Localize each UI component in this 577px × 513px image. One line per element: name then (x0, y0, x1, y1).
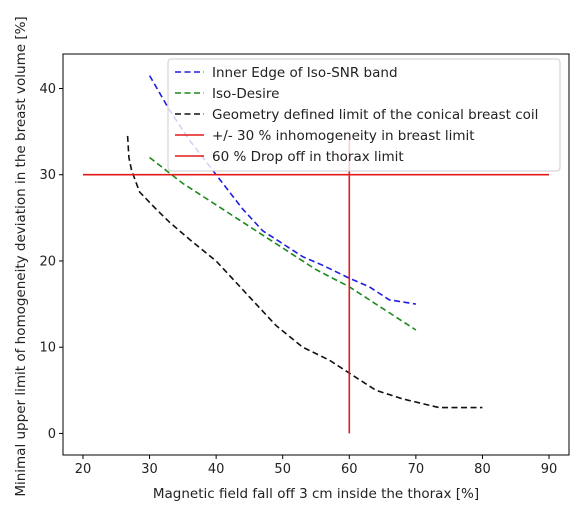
y-tick-label: 20 (39, 254, 56, 269)
plot-frame (62, 53, 570, 456)
legend-label: 60 % Drop off in thorax limit (212, 149, 404, 165)
y-axis-ticks: 0 10 20 30 40 (39, 82, 63, 442)
x-tick-label: 60 (341, 462, 358, 477)
x-axis-label: Magnetic field fall off 3 cm inside the … (153, 486, 479, 502)
x-tick-label: 90 (541, 462, 558, 477)
y-axis-label: Minimal upper limit of homogeneity devia… (13, 16, 29, 496)
x-tick-label: 30 (141, 462, 158, 477)
legend-label: Inner Edge of Iso-SNR band (212, 65, 398, 81)
x-tick-label: 70 (408, 462, 425, 477)
x-axis-ticks: 20 30 40 50 60 70 80 90 (75, 455, 558, 477)
series-layer (83, 75, 549, 434)
x-tick-label: 20 (75, 462, 92, 477)
legend: Inner Edge of Iso-SNR band Iso-Desire Geom… (167, 58, 561, 172)
y-tick-label: 30 (39, 168, 56, 183)
legend-label: +/- 30 % inhomogeneity in breast limit (212, 128, 475, 144)
x-tick-label: 50 (274, 462, 291, 477)
legend-label: Iso-Desire (212, 86, 279, 102)
y-tick-label: 10 (39, 341, 56, 356)
legend-label: Geometry defined limit of the conical br… (212, 107, 538, 123)
y-tick-label: 40 (39, 82, 56, 97)
series-line-iso-desire (149, 156, 417, 331)
x-tick-label: 80 (474, 462, 491, 477)
x-tick-label: 40 (208, 462, 225, 477)
series-line-geometry-defined-limit-of-the-conical-breast-coil (126, 135, 483, 409)
y-tick-label: 0 (48, 427, 56, 442)
legend-box (167, 58, 561, 172)
